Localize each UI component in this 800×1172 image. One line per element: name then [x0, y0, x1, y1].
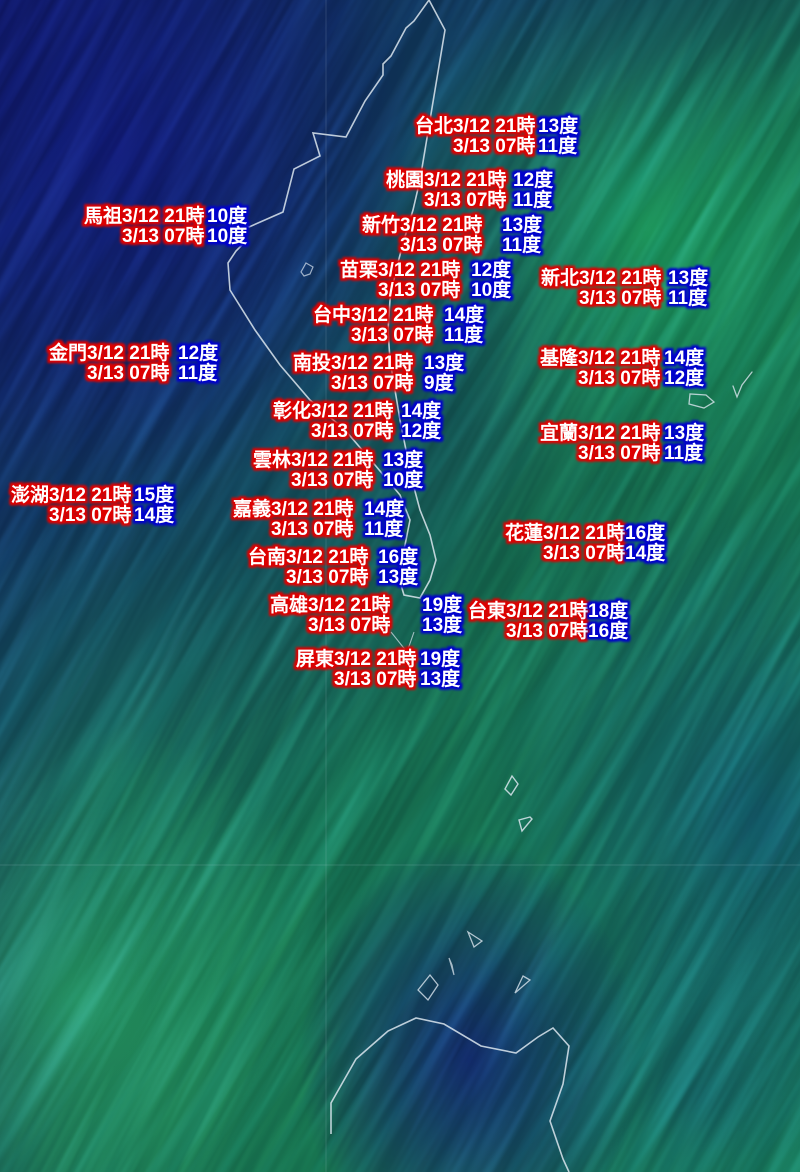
svg-text:11度: 11度	[178, 361, 218, 384]
svg-text:3/13 07時: 3/13 07時	[351, 324, 433, 346]
svg-text:雲林3/12 21時: 雲林3/12 21時	[253, 448, 373, 471]
svg-text:3/13 07時: 3/13 07時	[506, 620, 588, 642]
svg-text:3/13 07時: 3/13 07時	[271, 518, 353, 540]
svg-text:桃園3/12 21時: 桃園3/12 21時	[386, 168, 506, 191]
svg-text:13度: 13度	[422, 613, 463, 636]
svg-text:13度: 13度	[378, 565, 419, 588]
svg-text:金門3/12 21時: 金門3/12 21時	[48, 341, 169, 364]
svg-text:新北3/12 21時: 新北3/12 21時	[541, 266, 661, 289]
svg-text:10度: 10度	[471, 278, 512, 301]
svg-text:18度: 18度	[588, 599, 629, 622]
svg-text:3/13 07時: 3/13 07時	[543, 542, 625, 564]
svg-text:3/13 07時: 3/13 07時	[579, 287, 661, 309]
svg-text:19度: 19度	[420, 647, 461, 670]
svg-text:南投3/12 21時: 南投3/12 21時	[293, 351, 413, 374]
svg-text:11度: 11度	[364, 517, 404, 540]
svg-text:基隆3/12 21時: 基隆3/12 21時	[539, 346, 660, 369]
svg-text:14度: 14度	[364, 497, 405, 520]
svg-text:3/13 07時: 3/13 07時	[311, 420, 393, 442]
svg-text:14度: 14度	[401, 399, 442, 422]
svg-text:嘉義3/12 21時: 嘉義3/12 21時	[232, 497, 353, 520]
svg-text:16度: 16度	[588, 619, 629, 642]
svg-text:3/13 07時: 3/13 07時	[291, 469, 373, 491]
svg-text:16度: 16度	[625, 521, 666, 544]
svg-text:16度: 16度	[378, 545, 419, 568]
svg-text:苗栗3/12 21時: 苗栗3/12 21時	[340, 259, 460, 281]
svg-text:15度: 15度	[134, 483, 175, 506]
svg-text:3/13 07時: 3/13 07時	[286, 566, 368, 588]
svg-text:3/13 07時: 3/13 07時	[453, 135, 535, 157]
svg-text:3/13 07時: 3/13 07時	[49, 504, 131, 526]
svg-text:台北3/12 21時: 台北3/12 21時	[415, 114, 535, 137]
svg-text:馬祖3/12 21時: 馬祖3/12 21時	[84, 204, 204, 227]
svg-text:13度: 13度	[420, 667, 461, 690]
svg-text:13度: 13度	[383, 448, 424, 471]
svg-text:3/13 07時: 3/13 07時	[334, 668, 416, 690]
svg-text:3/13 07時: 3/13 07時	[578, 442, 660, 464]
svg-text:14度: 14度	[444, 303, 485, 326]
svg-text:10度: 10度	[207, 204, 248, 227]
svg-text:3/13 07時: 3/13 07時	[122, 225, 204, 247]
svg-text:10度: 10度	[383, 468, 424, 491]
svg-text:19度: 19度	[422, 593, 463, 616]
svg-text:3/13 07時: 3/13 07時	[378, 279, 460, 301]
svg-text:花蓮3/12 21時: 花蓮3/12 21時	[505, 521, 625, 544]
svg-text:台中3/12 21時: 台中3/12 21時	[313, 303, 433, 326]
svg-text:高雄3/12 21時: 高雄3/12 21時	[270, 593, 390, 616]
svg-text:12度: 12度	[178, 341, 219, 364]
svg-text:彰化3/12 21時: 彰化3/12 21時	[273, 399, 393, 422]
svg-text:13度: 13度	[424, 351, 465, 374]
svg-text:台南3/12 21時: 台南3/12 21時	[248, 545, 368, 568]
svg-text:澎湖3/12 21時: 澎湖3/12 21時	[11, 483, 131, 506]
svg-text:11度: 11度	[444, 323, 484, 346]
svg-text:11度: 11度	[668, 286, 708, 309]
svg-text:14度: 14度	[664, 346, 705, 369]
svg-text:屏東3/12 21時: 屏東3/12 21時	[296, 647, 416, 670]
svg-text:14度: 14度	[134, 503, 175, 526]
svg-text:13度: 13度	[664, 421, 705, 444]
svg-text:10度: 10度	[207, 224, 248, 247]
svg-text:12度: 12度	[471, 258, 512, 281]
svg-text:12度: 12度	[401, 419, 442, 442]
svg-text:12度: 12度	[513, 168, 554, 191]
svg-text:宜蘭3/12 21時: 宜蘭3/12 21時	[540, 421, 660, 444]
svg-text:3/13 07時: 3/13 07時	[424, 189, 506, 211]
svg-text:12度: 12度	[664, 366, 705, 389]
svg-text:11度: 11度	[502, 233, 542, 256]
svg-text:13度: 13度	[538, 114, 579, 137]
svg-text:9度: 9度	[424, 371, 455, 394]
svg-text:11度: 11度	[538, 134, 578, 157]
svg-text:台東3/12 21時: 台東3/12 21時	[468, 599, 588, 622]
svg-text:3/13 07時: 3/13 07時	[331, 372, 413, 394]
svg-text:11度: 11度	[513, 188, 553, 211]
svg-text:13度: 13度	[668, 266, 709, 289]
svg-text:14度: 14度	[625, 541, 666, 564]
svg-text:11度: 11度	[664, 441, 704, 464]
svg-text:13度: 13度	[502, 213, 543, 236]
svg-text:3/13 07時: 3/13 07時	[308, 614, 390, 636]
svg-text:3/13 07時: 3/13 07時	[87, 362, 169, 384]
svg-text:3/13 07時: 3/13 07時	[578, 367, 660, 389]
svg-text:3/13 07時: 3/13 07時	[400, 234, 482, 256]
svg-text:新竹3/12 21時: 新竹3/12 21時	[362, 213, 482, 236]
